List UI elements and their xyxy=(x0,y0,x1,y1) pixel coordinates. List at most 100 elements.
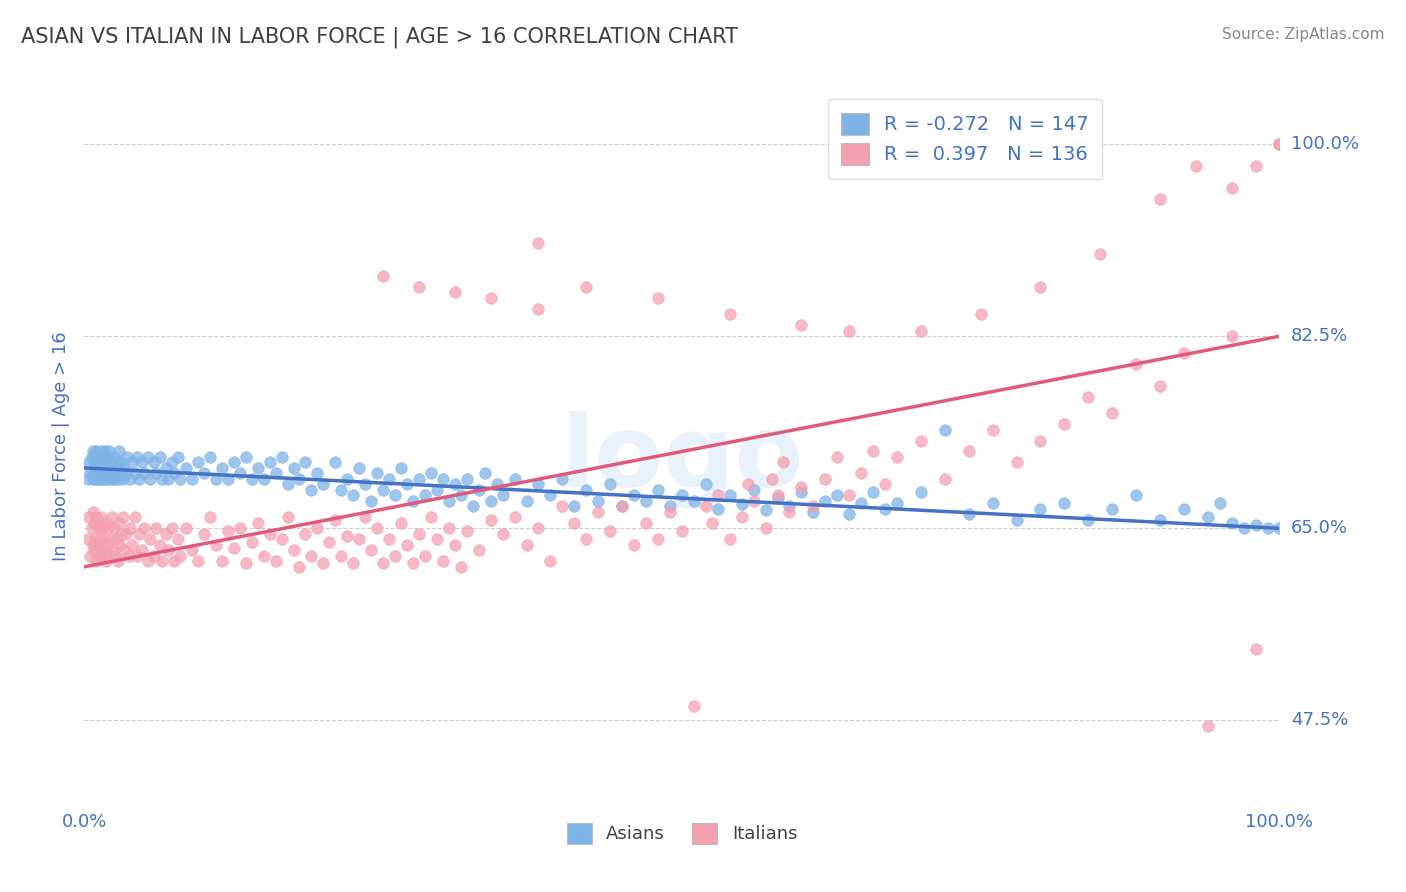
Point xyxy=(131,543,153,558)
Point xyxy=(205,472,228,486)
Point xyxy=(307,467,329,481)
Point xyxy=(527,521,550,535)
Point xyxy=(89,472,111,486)
Point xyxy=(330,549,353,563)
Point xyxy=(599,524,621,538)
Point xyxy=(564,516,586,530)
Point xyxy=(413,549,436,563)
Point xyxy=(174,521,197,535)
Point xyxy=(1244,159,1267,173)
Point xyxy=(235,557,257,571)
Point xyxy=(378,472,401,486)
Point xyxy=(91,472,114,486)
Point xyxy=(229,467,252,481)
Point xyxy=(718,307,741,321)
Point xyxy=(1029,280,1052,294)
Point xyxy=(187,455,209,469)
Point xyxy=(217,472,239,486)
Point xyxy=(94,554,117,568)
Text: 65.0%: 65.0% xyxy=(1291,519,1347,537)
Point xyxy=(875,477,897,491)
Point xyxy=(90,444,112,458)
Point xyxy=(83,467,105,481)
Point xyxy=(790,318,813,333)
Point xyxy=(474,467,496,481)
Point xyxy=(1005,512,1028,526)
Point xyxy=(240,472,263,486)
Point xyxy=(277,510,299,524)
Point xyxy=(264,554,287,568)
Point xyxy=(111,510,134,524)
Point xyxy=(103,472,125,486)
Point xyxy=(1268,521,1291,535)
Point xyxy=(366,467,388,481)
Point xyxy=(1268,137,1291,152)
Point xyxy=(149,538,172,552)
Point xyxy=(647,533,669,547)
Point xyxy=(444,477,467,491)
Point xyxy=(246,516,269,530)
Point xyxy=(1197,719,1219,733)
Point xyxy=(77,510,100,524)
Point xyxy=(1029,501,1052,516)
Point xyxy=(1090,247,1112,261)
Point xyxy=(86,455,108,469)
Point xyxy=(94,455,117,469)
Point xyxy=(636,494,658,508)
Point xyxy=(107,472,129,486)
Point xyxy=(82,505,104,519)
Point xyxy=(336,472,359,486)
Point xyxy=(862,444,884,458)
Point xyxy=(420,510,443,524)
Point xyxy=(1005,455,1028,469)
Point xyxy=(700,516,723,530)
Point xyxy=(145,521,167,535)
Point xyxy=(145,467,167,481)
Point xyxy=(588,494,610,508)
Point xyxy=(1125,357,1147,371)
Point xyxy=(87,549,110,563)
Text: 47.5%: 47.5% xyxy=(1291,712,1348,730)
Point xyxy=(957,444,980,458)
Point xyxy=(575,280,598,294)
Point xyxy=(420,467,443,481)
Point xyxy=(432,472,454,486)
Point xyxy=(98,444,121,458)
Point xyxy=(970,307,993,321)
Point xyxy=(384,549,406,563)
Point xyxy=(110,526,132,541)
Point xyxy=(551,500,574,514)
Point xyxy=(731,497,754,511)
Point xyxy=(612,500,634,514)
Point xyxy=(155,461,177,475)
Point xyxy=(264,467,287,481)
Point xyxy=(104,467,127,481)
Point xyxy=(222,541,245,555)
Point xyxy=(981,423,1004,437)
Point xyxy=(432,554,454,568)
Point xyxy=(86,554,108,568)
Point xyxy=(82,444,104,458)
Y-axis label: In Labor Force | Age > 16: In Labor Force | Age > 16 xyxy=(52,331,70,561)
Point xyxy=(779,505,801,519)
Point xyxy=(575,483,598,497)
Point xyxy=(270,450,292,464)
Point xyxy=(492,526,515,541)
Point xyxy=(93,549,115,563)
Point xyxy=(408,472,430,486)
Point xyxy=(157,472,180,486)
Point xyxy=(87,450,110,464)
Point xyxy=(389,516,412,530)
Point xyxy=(139,472,162,486)
Point xyxy=(155,526,177,541)
Point xyxy=(1220,516,1243,530)
Point xyxy=(105,533,128,547)
Point xyxy=(166,533,188,547)
Text: logo: logo xyxy=(561,411,803,509)
Point xyxy=(325,512,347,526)
Point xyxy=(803,500,825,514)
Point xyxy=(373,268,395,283)
Point xyxy=(761,472,783,486)
Point xyxy=(77,472,100,486)
Point xyxy=(503,472,526,486)
